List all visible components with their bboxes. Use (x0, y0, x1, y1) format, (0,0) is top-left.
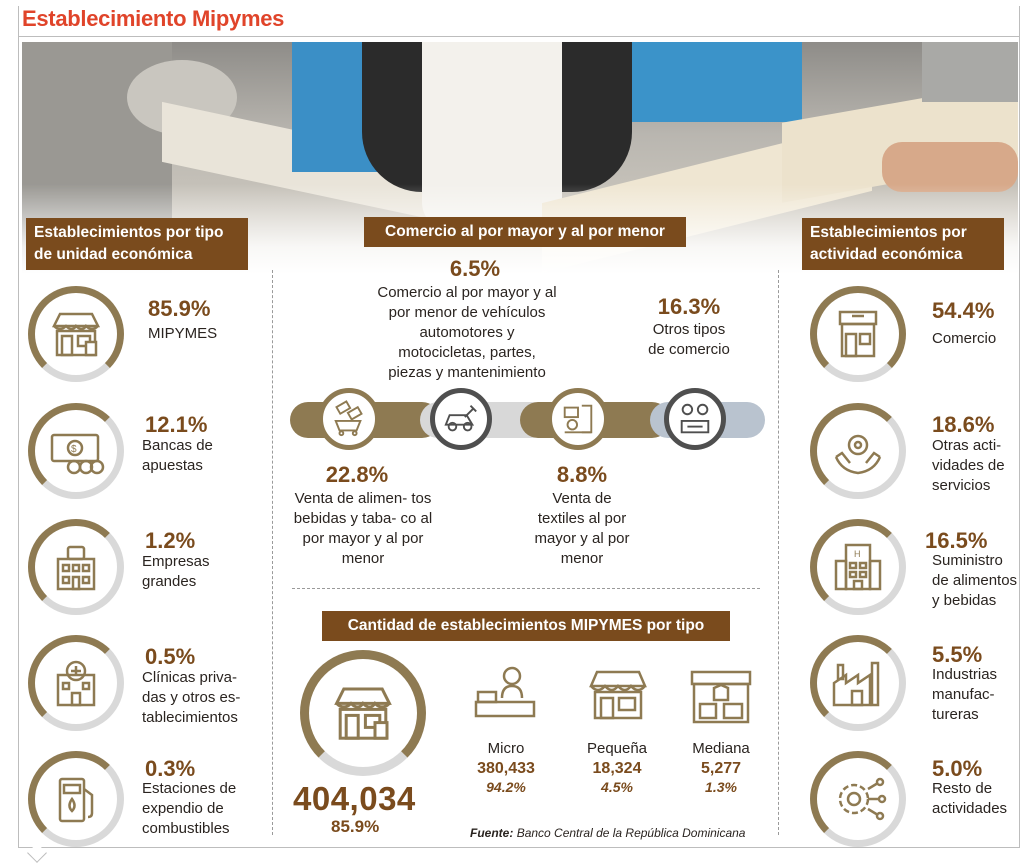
size-2-pct: 1.3% (705, 779, 737, 795)
source-note: Fuente: Banco Central de la República Do… (470, 826, 745, 840)
size-1-label: Pequeña (586, 740, 648, 757)
clinicas-icon-ring (28, 635, 124, 731)
right-divider (778, 270, 779, 835)
factory-icon (832, 661, 880, 707)
resto-icon-ring (810, 751, 906, 847)
right-item-2-label: Suministro de alimentos y bebidas (932, 552, 1018, 609)
left-item-1-pct: 12.1% (145, 412, 208, 437)
left-item-0-label: MIPYMES (148, 325, 218, 342)
estaciones-icon-ring (28, 751, 124, 847)
commerce-0-ring (318, 388, 380, 450)
source-label: Fuente: (470, 826, 514, 840)
total-value: 404,034 (293, 780, 416, 817)
small-shop-icon (589, 670, 647, 720)
bottom-section-title: Cantidad de establecimientos MIPYMES por… (322, 611, 730, 641)
commerce-1-label: Comercio al por mayor y al por menor de … (377, 284, 557, 381)
left-item-3-pct: 0.5% (145, 644, 196, 669)
office-building-icon (56, 545, 96, 591)
right-item-0-label: Comercio (932, 330, 997, 347)
right-item-1-pct: 18.6% (932, 412, 995, 437)
commerce-2-label: Venta de textiles al por mayor y al por … (534, 490, 630, 567)
hands-gear-icon (834, 434, 882, 475)
empresas-icon-ring (28, 519, 124, 615)
infographic-frame (18, 6, 1020, 848)
center-section-title: Comercio al por mayor y al por menor (364, 217, 686, 247)
micro-vendor-icon (474, 666, 536, 718)
size-0-value: 380,433 (477, 760, 535, 777)
size-1-pct: 4.5% (601, 779, 633, 795)
storefront-icon (51, 312, 101, 357)
commerce-2-ring (547, 388, 609, 450)
right-item-0-pct: 54.4% (932, 298, 995, 323)
right-section-title: Establecimientos por actividad económica (802, 218, 1004, 270)
hotel-icon: H (834, 543, 882, 591)
commerce-2-pct: 8.8% (556, 462, 608, 487)
banknote-dice-icon: $ (50, 433, 105, 475)
center-divider (292, 588, 760, 589)
commerce-people-icon (680, 403, 710, 434)
left-section-title: Establecimientos por tipo de unidad econ… (26, 218, 248, 270)
right-item-1-label: Otras acti- vidades de servicios (932, 437, 1005, 494)
right-item-2-pct: 16.5% (925, 528, 988, 553)
source-text: Banco Central de la República Dominicana (516, 826, 746, 840)
right-item-3-pct: 5.5% (932, 642, 983, 667)
textile-machine-icon (563, 404, 593, 434)
commerce-3-pct: 16.3% (657, 294, 721, 319)
left-item-3-label: Clínicas priva- das y otros es- tablecim… (142, 669, 241, 726)
total-icon-ring (300, 650, 426, 776)
total-pct: 85.9% (331, 817, 380, 836)
left-divider (272, 270, 273, 835)
right-item-4-pct: 5.0% (932, 756, 983, 781)
size-0-pct: 94.2% (486, 779, 526, 795)
title-rule (18, 36, 1020, 37)
medium-store-icon (690, 670, 752, 724)
fuel-pump-icon (58, 777, 94, 823)
size-0-label: Micro (487, 740, 525, 757)
left-item-2-label: Empresas grandes (142, 553, 210, 590)
industrias-icon-ring (810, 635, 906, 731)
commerce-1-pct: 6.5% (449, 256, 501, 281)
left-item-2-pct: 1.2% (145, 528, 196, 553)
left-item-4-label: Estaciones de expendio de combustibles (142, 780, 237, 837)
commerce-1-ring (430, 388, 492, 450)
servicios-icon-ring (810, 403, 906, 499)
gear-network-icon (838, 777, 887, 821)
commerce-3-label: Otros tipos de comercio (648, 321, 730, 358)
size-2-value: 5,277 (700, 760, 742, 777)
left-item-4-pct: 0.3% (145, 756, 196, 781)
shop-icon (838, 310, 878, 358)
alimentos-icon-ring: H (810, 519, 906, 615)
commerce-0-pct: 22.8% (325, 462, 389, 487)
right-item-3-label: Industrias manufac- tureras (932, 666, 998, 723)
svg-text:$: $ (71, 444, 77, 455)
size-1-value: 18,324 (592, 760, 642, 777)
food-tobacco-icon (334, 400, 363, 437)
svg-text:H: H (854, 549, 861, 559)
car-repair-icon (444, 405, 477, 432)
commerce-3-ring (664, 388, 726, 450)
storefront-icon (334, 687, 392, 740)
bancas-icon-ring: $ (28, 403, 124, 499)
page-title: Establecimiento Mipymes (22, 6, 285, 31)
mipymes-icon-ring (28, 286, 124, 382)
comercio-icon-ring (810, 286, 906, 382)
left-item-1-label: Bancas de apuestas (142, 437, 213, 474)
size-2-label: Mediana (692, 740, 750, 757)
left-item-0-pct: 85.9% (148, 296, 211, 321)
right-item-4-label: Resto de actividades (932, 780, 1008, 817)
clinic-icon (56, 660, 96, 707)
commerce-0-label: Venta de alimen- tos bebidas y taba- co … (293, 490, 433, 567)
